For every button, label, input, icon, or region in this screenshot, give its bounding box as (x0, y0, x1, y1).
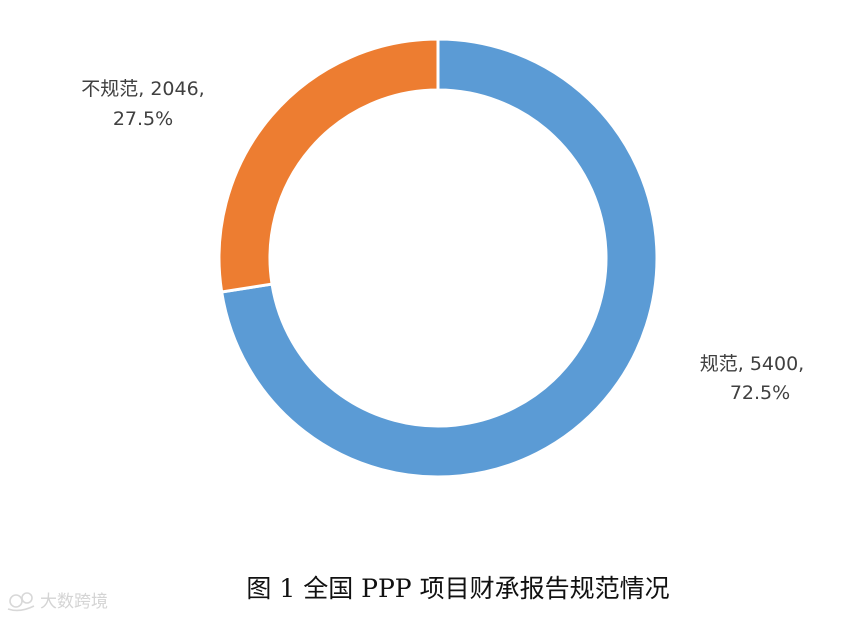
figure-caption: 图 1 全国 PPP 项目财承报告规范情况 (246, 574, 669, 603)
slice-label-1-line1: 不规范, 2046, (81, 78, 204, 100)
slice-label-1-line2: 27.5% (113, 108, 173, 130)
watermark: 大数跨境 (7, 592, 108, 612)
donut-slice-1 (217, 37, 440, 294)
slice-label-0-line1: 规范, 5400, (700, 353, 804, 375)
donut-slices (217, 37, 659, 479)
slice-label-0-line2: 72.5% (730, 382, 790, 404)
donut-slice-0 (219, 37, 659, 479)
watermark-logo-icon (7, 592, 35, 612)
watermark-text: 大数跨境 (40, 592, 108, 612)
